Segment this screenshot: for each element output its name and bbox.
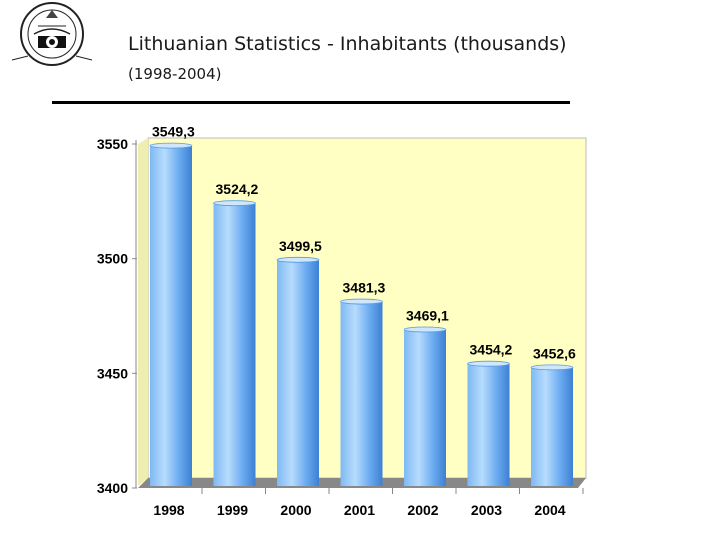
title-underline [52, 101, 570, 104]
x-tick-label: 2004 [534, 502, 565, 518]
bar-top-cap [403, 326, 447, 333]
bar-1998 [150, 145, 192, 486]
population-bar-chart: 3400 3450 3500 3550 3549,3 3524,2 3499,5 3481,… [97, 124, 587, 518]
bar-top-cap [530, 364, 574, 371]
x-tick-label: 1998 [153, 502, 184, 518]
y-tick-label: 3500 [97, 251, 128, 267]
y-tick-label: 3550 [97, 136, 128, 152]
data-label-2001: 3481,3 [343, 280, 386, 296]
data-label-2002: 3469,1 [406, 308, 449, 324]
page-subtitle: (1998-2004) [128, 65, 222, 83]
bar-top-cap [276, 256, 320, 263]
y-tick-label: 3400 [97, 480, 128, 496]
x-axis-ticks: 1998 1999 2000 2001 2002 2003 2004 [153, 488, 584, 518]
bar-1999 [213, 203, 256, 486]
x-tick-label: 1999 [217, 502, 248, 518]
y-axis-ticks: 3400 3450 3500 3550 [97, 136, 137, 496]
data-label-2003: 3454,2 [470, 342, 513, 358]
x-tick-label: 2000 [280, 502, 311, 518]
bar-top-cap [340, 298, 383, 305]
data-label-2004: 3452,6 [533, 345, 576, 361]
bar-top-cap [149, 142, 193, 149]
page-title: Lithuanian Statistics - Inhabitants (tho… [128, 33, 567, 55]
plot-side-wall [138, 138, 148, 486]
bar-2004 [531, 367, 573, 486]
bar-2001 [340, 301, 383, 486]
bar-series: 3549,3 3524,2 3499,5 3481,3 3469,1 3454,2 3452… [149, 124, 576, 486]
bar-top-cap [467, 360, 510, 367]
lithuanian-statistics-seal-icon [11, 2, 93, 66]
data-label-2000: 3499,5 [279, 238, 322, 254]
data-label-1999: 3524,2 [216, 181, 259, 197]
bar-2002 [404, 329, 446, 486]
x-tick-label: 2002 [407, 502, 438, 518]
bar-2003 [467, 363, 510, 486]
statistics-seal-logo [11, 2, 93, 66]
y-tick-label: 3450 [97, 365, 128, 381]
bar-top-cap [213, 200, 256, 207]
x-tick-label: 2001 [344, 502, 375, 518]
bar-2000 [277, 259, 319, 486]
x-tick-label: 2003 [471, 502, 502, 518]
data-label-1998: 3549,3 [152, 124, 195, 140]
